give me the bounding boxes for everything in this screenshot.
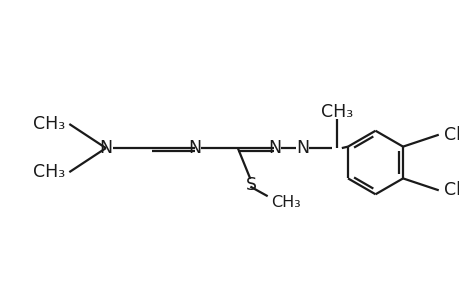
- Text: Cl: Cl: [443, 181, 459, 199]
- Text: Cl: Cl: [443, 126, 459, 144]
- Text: CH₃: CH₃: [33, 163, 65, 181]
- Text: CH₃: CH₃: [33, 115, 65, 133]
- Text: N: N: [188, 139, 201, 157]
- Text: CH₃: CH₃: [320, 103, 353, 122]
- Text: N: N: [99, 139, 112, 157]
- Text: N: N: [267, 139, 280, 157]
- Text: N: N: [295, 139, 308, 157]
- Text: CH₃: CH₃: [271, 196, 301, 211]
- Text: S: S: [245, 176, 256, 194]
